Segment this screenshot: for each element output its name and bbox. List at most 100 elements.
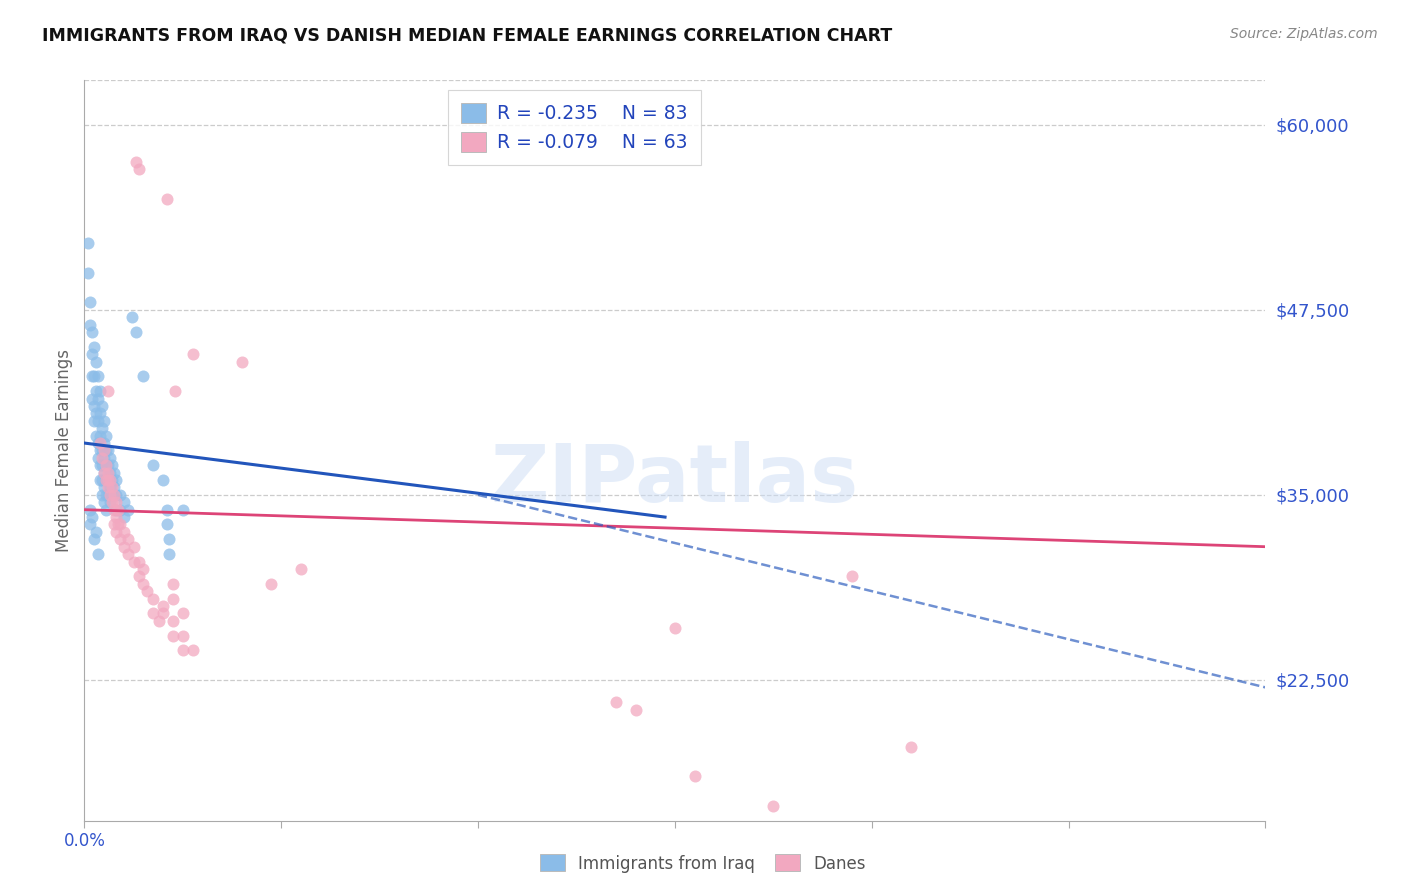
Point — [83, 399, 105, 413]
Point — [172, 502, 194, 516]
Point — [98, 450, 121, 465]
Point — [94, 458, 117, 473]
Point — [101, 480, 124, 494]
Point — [122, 540, 145, 554]
Point — [97, 473, 120, 487]
Point — [162, 628, 184, 642]
Point — [163, 384, 186, 399]
Point — [87, 369, 110, 384]
Point — [148, 614, 170, 628]
Point — [128, 569, 150, 583]
Point — [152, 473, 174, 487]
Point — [93, 436, 115, 450]
Point — [128, 554, 150, 569]
Point — [605, 695, 627, 709]
Point — [89, 436, 111, 450]
Point — [97, 458, 120, 473]
Point — [762, 798, 785, 813]
Point — [108, 502, 131, 516]
Point — [82, 369, 104, 384]
Point — [93, 466, 115, 480]
Point — [79, 517, 101, 532]
Point — [112, 495, 135, 509]
Point — [664, 621, 686, 635]
Point — [84, 354, 107, 368]
Point — [79, 318, 101, 332]
Point — [91, 421, 114, 435]
Point — [94, 488, 117, 502]
Point — [89, 443, 111, 458]
Point — [231, 354, 253, 368]
Point — [172, 643, 194, 657]
Point — [91, 488, 114, 502]
Point — [104, 510, 127, 524]
Point — [94, 428, 117, 442]
Point — [82, 347, 104, 361]
Point — [91, 399, 114, 413]
Point — [84, 384, 107, 399]
Point — [156, 192, 179, 206]
Point — [93, 495, 115, 509]
Legend: Immigrants from Iraq, Danes: Immigrants from Iraq, Danes — [533, 847, 873, 880]
Point — [124, 154, 146, 169]
Point — [94, 443, 117, 458]
Point — [156, 502, 179, 516]
Point — [108, 488, 131, 502]
Point — [152, 599, 174, 613]
Point — [142, 458, 165, 473]
Point — [162, 576, 184, 591]
Point — [290, 562, 312, 576]
Point — [112, 540, 135, 554]
Point — [87, 392, 110, 406]
Point — [181, 643, 204, 657]
Point — [157, 547, 180, 561]
Point — [77, 266, 100, 280]
Point — [142, 591, 165, 606]
Point — [87, 414, 110, 428]
Point — [87, 436, 110, 450]
Point — [103, 466, 125, 480]
Point — [103, 502, 125, 516]
Point — [94, 502, 117, 516]
Point — [84, 524, 107, 539]
Point — [89, 384, 111, 399]
Point — [83, 533, 105, 547]
Point — [117, 502, 139, 516]
Point — [172, 628, 194, 642]
Point — [132, 369, 155, 384]
Point — [162, 591, 184, 606]
Point — [136, 584, 159, 599]
Point — [83, 414, 105, 428]
Y-axis label: Median Female Earnings: Median Female Earnings — [55, 349, 73, 552]
Point — [87, 450, 110, 465]
Point — [93, 450, 115, 465]
Point — [152, 607, 174, 621]
Point — [104, 495, 127, 509]
Point — [94, 473, 117, 487]
Point — [108, 533, 131, 547]
Point — [156, 517, 179, 532]
Point — [89, 428, 111, 442]
Point — [157, 533, 180, 547]
Point — [112, 524, 135, 539]
Text: ZIPatlas: ZIPatlas — [491, 441, 859, 519]
Point — [82, 325, 104, 339]
Point — [104, 473, 127, 487]
Point — [93, 443, 115, 458]
Point — [97, 488, 120, 502]
Point — [260, 576, 283, 591]
Point — [89, 458, 111, 473]
Point — [107, 517, 129, 532]
Point — [93, 466, 115, 480]
Point — [93, 480, 115, 494]
Point — [79, 295, 101, 310]
Point — [117, 547, 139, 561]
Point — [97, 443, 120, 458]
Point — [683, 769, 706, 783]
Point — [101, 495, 124, 509]
Point — [122, 554, 145, 569]
Point — [97, 384, 120, 399]
Point — [97, 473, 120, 487]
Point — [101, 488, 124, 502]
Point — [128, 162, 150, 177]
